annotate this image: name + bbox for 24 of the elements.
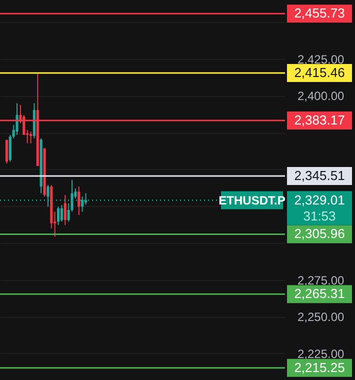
candlestick xyxy=(29,131,32,144)
text: 31:53 xyxy=(303,208,336,224)
ref-line-label: 2,345.51 xyxy=(294,168,345,183)
ref-line-label: 2,415.46 xyxy=(294,64,345,80)
ref-line-label: 2,383.17 xyxy=(294,112,345,128)
ref-line-label: 2,215.25 xyxy=(294,360,345,375)
candlestick xyxy=(78,186,80,216)
candlestick xyxy=(81,196,84,212)
ref-line-label: 2,329.01 xyxy=(294,192,345,208)
candlestick xyxy=(46,184,50,208)
y-tick-label: 2,275.00 xyxy=(298,273,345,288)
ref-line-label: 2,455.73 xyxy=(294,6,345,21)
y-tick-label: 2,225.00 xyxy=(298,346,345,361)
candlestick xyxy=(5,139,8,164)
candlestick xyxy=(60,204,64,222)
candlestick xyxy=(16,102,18,136)
y-tick-label: 2,400.00 xyxy=(298,89,345,104)
ref-line-label: 2,305.96 xyxy=(294,226,345,242)
y-tick-label: 2,250.00 xyxy=(298,310,345,324)
annotation: ETHUSDT.P xyxy=(218,193,286,208)
ref-line-label: 2,265.31 xyxy=(294,286,345,302)
candlestick xyxy=(56,206,60,226)
y-tick-label: 2,425.00 xyxy=(298,52,345,66)
candlestick xyxy=(64,194,66,226)
